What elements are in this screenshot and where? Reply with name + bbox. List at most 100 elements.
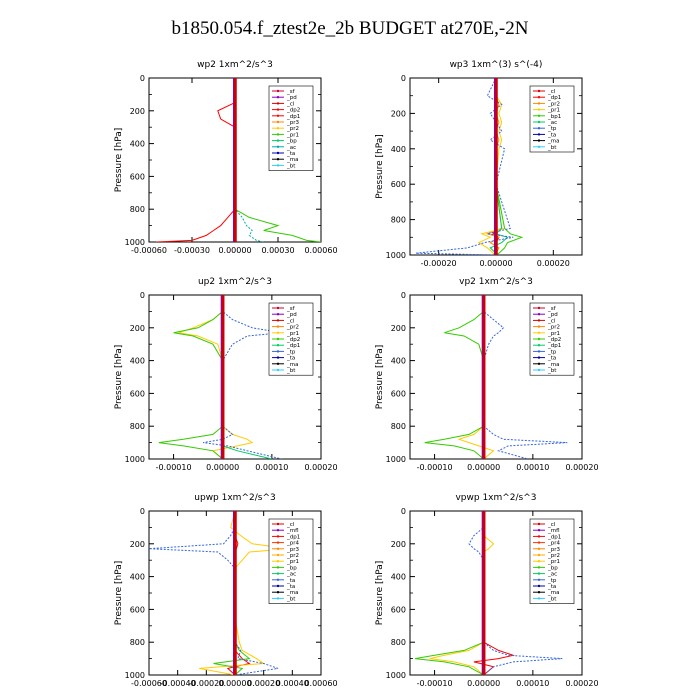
x-tick-label: -0.00060 — [131, 246, 167, 255]
y-tick-label: 600 — [130, 605, 145, 614]
legend-label: _sf — [286, 306, 296, 312]
legend-marker — [537, 560, 541, 563]
y-tick-label: 0 — [401, 74, 406, 83]
legend-marker — [537, 139, 541, 142]
legend-label: _pr1 — [547, 108, 560, 114]
legend-label: _cl — [286, 522, 295, 528]
x-tick-label: 0.00000 — [218, 679, 251, 688]
legend-label: _cl — [547, 522, 556, 528]
series-line-dp2 — [158, 295, 224, 459]
y-axis-label: Pressure [hPa] — [114, 561, 124, 626]
legend-marker — [537, 356, 541, 359]
x-tick-label: 0.00020 — [537, 259, 570, 268]
y-tick-label: 800 — [130, 422, 145, 431]
legend-label: _tp — [547, 578, 557, 584]
y-tick-label: 200 — [130, 107, 145, 116]
legend-marker — [537, 572, 541, 575]
x-tick-label: 0.00060 — [304, 679, 337, 688]
legend-marker — [537, 319, 541, 322]
y-tick-label: 1000 — [125, 455, 145, 464]
legend-label: _cl — [547, 318, 556, 324]
x-tick-label: 0.00000 — [467, 463, 500, 472]
legend-marker — [537, 522, 541, 526]
series-line-pr1 — [457, 295, 495, 459]
legend-label: _bp — [286, 139, 297, 145]
legend-label: _pd — [286, 95, 297, 101]
legend-label: _mfl — [286, 528, 299, 534]
legend-marker — [537, 313, 541, 316]
y-axis-label: Pressure [hPa] — [375, 561, 385, 626]
legend-marker — [537, 102, 541, 105]
legend-marker — [537, 541, 541, 544]
legend-label: _pd — [547, 312, 558, 318]
legend-label: _dp1 — [286, 534, 300, 540]
legend-marker — [276, 127, 280, 130]
y-tick-label: 0 — [140, 291, 145, 300]
series-line-pr1 — [178, 295, 254, 459]
legend-marker — [276, 96, 280, 99]
legend-marker — [276, 535, 280, 538]
panel-title: vpwp 1xm^2/s^3 — [455, 493, 536, 503]
legend-marker — [276, 591, 280, 594]
legend-label: _bt — [286, 596, 296, 602]
legend-marker — [276, 362, 280, 365]
legend-label: _pr2 — [547, 553, 560, 559]
legend-marker — [537, 120, 541, 124]
legend-label: _ta — [286, 584, 295, 590]
y-tick-label: 800 — [391, 422, 406, 431]
legend-marker — [276, 522, 280, 526]
legend-label: _pr4 — [547, 541, 561, 547]
legend-marker — [276, 331, 280, 334]
legend-marker — [537, 566, 541, 569]
legend-marker — [276, 313, 280, 316]
legend-label: _ma — [547, 139, 559, 145]
legend-marker — [276, 145, 280, 148]
legend-label: _ta — [547, 584, 556, 590]
legend-label: _pr2 — [286, 553, 299, 559]
y-tick-label: 400 — [130, 573, 145, 582]
legend-marker — [537, 108, 541, 111]
legend-marker — [276, 368, 280, 372]
legend-marker — [537, 337, 541, 341]
legend-marker — [276, 356, 280, 359]
legend-marker — [537, 553, 541, 557]
y-tick-label: 0 — [401, 291, 406, 300]
legend-marker — [276, 139, 280, 142]
y-tick-label: 0 — [140, 74, 145, 83]
x-tick-label: 0.00000 — [467, 679, 500, 688]
y-tick-label: 400 — [130, 357, 145, 366]
legend-marker — [276, 89, 280, 93]
legend-label: _ma — [286, 157, 298, 163]
y-axis-label: Pressure [hPa] — [114, 128, 124, 193]
legend-label: _pr1 — [547, 331, 560, 337]
x-tick-label: 0.00010 — [516, 679, 549, 688]
legend-marker — [276, 151, 280, 155]
legend-marker — [537, 145, 541, 148]
legend-label: _pr3 — [286, 120, 300, 126]
legend-label: _pr1 — [286, 132, 299, 138]
panel-4: vp2 1xm^2/s^3 Pressure [hPa] 0 200 400 600 800… — [375, 277, 599, 472]
legend-marker — [276, 529, 280, 532]
legend-label: _pr1 — [286, 331, 299, 337]
legend-label: _ma — [286, 362, 298, 368]
y-tick-label: 0 — [401, 507, 406, 516]
legend-marker — [537, 89, 541, 93]
legend-label: _bp1 — [547, 114, 561, 120]
legend-label: _ta — [547, 356, 556, 362]
legend-label: _tp — [547, 126, 557, 132]
y-tick-label: 200 — [130, 540, 145, 549]
legend-marker — [537, 127, 541, 130]
legend-marker — [537, 597, 541, 600]
series-line-dp2 — [424, 295, 485, 459]
y-axis-label: Pressure [hPa] — [114, 345, 124, 410]
x-tick-label: -0.00060 — [131, 679, 167, 688]
y-tick-label: 1000 — [386, 671, 406, 680]
legend-label: _ta — [286, 151, 295, 157]
legend-label: _bt — [286, 368, 296, 374]
legend-marker — [537, 325, 541, 328]
series-line-dp2 — [156, 78, 236, 242]
y-tick-label: 800 — [391, 638, 406, 647]
x-tick-label: 0.00000 — [218, 246, 251, 255]
legend-label: _cl — [286, 318, 295, 324]
legend-marker — [537, 368, 541, 372]
